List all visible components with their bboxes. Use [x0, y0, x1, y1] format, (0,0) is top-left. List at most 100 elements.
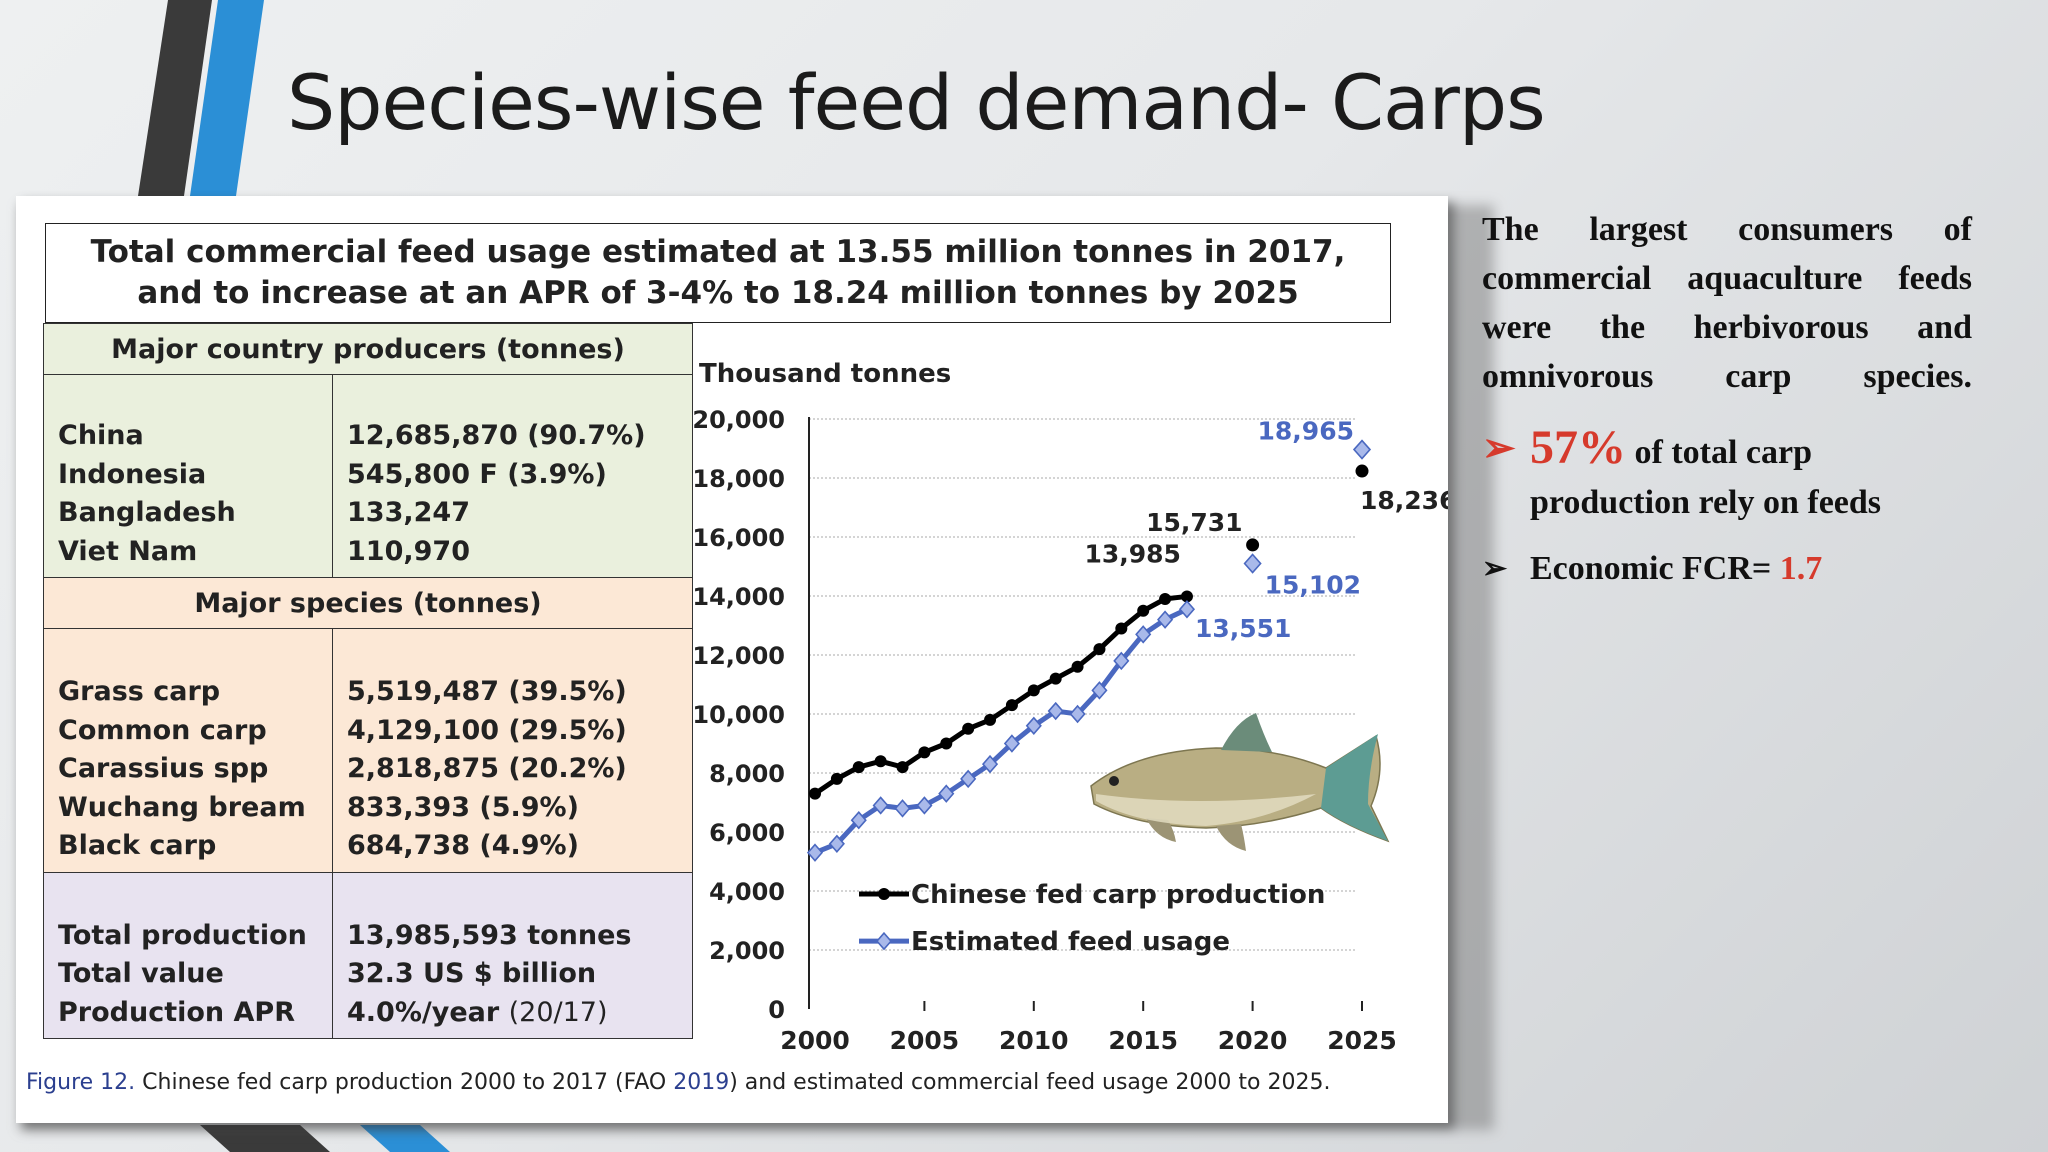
- total-name: Total value: [58, 958, 224, 989]
- y-tick-label: 2,000: [709, 937, 785, 965]
- data-label: 15,102: [1265, 570, 1361, 599]
- production-point: [1027, 684, 1040, 697]
- figure-headline: Total commercial feed usage estimated at…: [45, 223, 1391, 323]
- y-tick-label: 4,000: [709, 878, 785, 906]
- country-value: 545,800 F (3.9%): [347, 458, 607, 490]
- production-table: Major country producers (tonnes) China I…: [43, 323, 693, 1039]
- feed-usage-projection-point: [1243, 553, 1262, 574]
- data-label: 15,731: [1146, 508, 1242, 537]
- species-value: 4,129,100 (29.5%): [347, 714, 627, 746]
- slide-title: Species-wise feed demand- Carps: [287, 58, 1546, 147]
- feed-usage-point: [1091, 681, 1108, 700]
- feed-usage-point: [981, 754, 999, 774]
- species-value: 684,738 (4.9%): [347, 830, 579, 861]
- species-value: 2,818,875 (20.2%): [347, 753, 627, 784]
- production-point: [896, 761, 909, 774]
- country-name: Viet Nam: [58, 535, 198, 567]
- data-label: 13,551: [1195, 614, 1291, 643]
- production-point: [874, 755, 887, 768]
- y-tick-label: 16,000: [692, 524, 785, 552]
- fcr-value: 1.7: [1779, 550, 1823, 587]
- feed-usage-point: [1135, 625, 1152, 644]
- production-point: [1071, 660, 1084, 673]
- x-tick-label: 2025: [1327, 1026, 1397, 1055]
- feed-usage-point: [872, 796, 889, 815]
- figure-panel: Total commercial feed usage estimated at…: [16, 196, 1448, 1123]
- arrow-bullet-icon: ➢: [1482, 552, 1508, 585]
- legend-marker-production: [878, 887, 890, 900]
- species-header: Major species (tonnes): [43, 577, 693, 629]
- production-point: [1159, 592, 1172, 605]
- data-label: 13,985: [1084, 539, 1180, 568]
- y-tick-label: 6,000: [709, 819, 785, 847]
- country-name: Indonesia: [58, 458, 207, 490]
- feed-usage-point: [1157, 610, 1174, 629]
- feed-usage-point: [916, 796, 933, 815]
- caption-ref: 2019: [673, 1070, 730, 1095]
- total-name: Total production: [58, 919, 307, 951]
- figure-caption: Figure 12. Chinese fed carp production 2…: [26, 1070, 1330, 1095]
- total-name: Production APR: [58, 996, 296, 1028]
- y-tick-label: 8,000: [709, 760, 785, 788]
- x-tick-label: 2010: [999, 1026, 1069, 1055]
- feed-usage-point: [1178, 600, 1196, 619]
- bullet-text: of total carp production rely on feeds: [1530, 434, 1882, 521]
- feed-usage-point: [938, 784, 955, 803]
- species-name: Grass carp: [58, 676, 221, 707]
- caption-text-b: ) and estimated commercial feed usage 20…: [729, 1070, 1331, 1095]
- x-tick-label: 2015: [1108, 1026, 1178, 1055]
- total-value-note: (20/17): [508, 996, 608, 1028]
- production-projection-point: [1246, 538, 1260, 552]
- feed-usage-point: [1003, 734, 1020, 753]
- production-point: [918, 746, 931, 759]
- legend-label-feed-usage: Estimated feed usage: [911, 927, 1230, 957]
- production-point: [940, 737, 953, 750]
- production-point: [962, 722, 975, 735]
- species-name: Common carp: [58, 714, 267, 746]
- country-value: 133,247: [347, 497, 470, 528]
- feed-usage-point: [1047, 701, 1064, 721]
- bullet-feeds: ➢ 57% of total carp production rely on f…: [1482, 423, 1972, 528]
- total-value: 13,985,593 tonnes: [347, 919, 632, 951]
- legend-marker-feed-usage: [875, 931, 893, 951]
- x-tick-label: 2005: [890, 1026, 960, 1055]
- feed-usage-point: [806, 843, 824, 862]
- species-name: Black carp: [58, 830, 217, 861]
- production-point: [852, 761, 865, 774]
- production-point: [1093, 643, 1106, 656]
- production-point: [830, 772, 843, 785]
- y-tick-label: 12,000: [692, 642, 785, 670]
- country-name: China: [58, 420, 144, 451]
- species-value: 833,393 (5.9%): [347, 791, 579, 823]
- species-name: Wuchang bream: [58, 791, 306, 823]
- production-point: [984, 713, 997, 726]
- feed-usage-projection-point: [1352, 439, 1372, 460]
- country-value: 110,970: [347, 535, 470, 567]
- y-tick-label: 0: [768, 996, 785, 1024]
- feed-usage-point: [1025, 716, 1042, 736]
- x-tick-label: 2020: [1218, 1026, 1288, 1055]
- bullet-percent: 57%: [1530, 421, 1626, 474]
- production-point: [1005, 699, 1018, 712]
- arrow-bullet-icon: ➢: [1482, 425, 1516, 470]
- production-point: [1049, 672, 1062, 685]
- production-projection-point: [1355, 464, 1369, 478]
- production-point: [1180, 590, 1193, 603]
- y-tick-label: 18,000: [692, 465, 785, 493]
- y-tick-label: 10,000: [692, 701, 785, 729]
- species-value: 5,519,487 (39.5%): [347, 676, 627, 707]
- y-tick-label: 14,000: [692, 583, 785, 611]
- x-tick-label: 2000: [780, 1026, 850, 1055]
- sidebar-text: The largest consumers of commercial aqua…: [1482, 205, 1972, 592]
- species-name: Carassius spp: [58, 753, 269, 784]
- fcr-label: Economic FCR=: [1530, 550, 1772, 587]
- y-axis-label: Thousand tonnes: [699, 359, 951, 389]
- data-label: 18,236: [1360, 486, 1448, 515]
- feed-usage-point: [960, 769, 977, 789]
- feed-usage-point: [894, 799, 911, 818]
- feed-usage-point: [1113, 651, 1130, 671]
- country-value: 12,685,870 (90.7%): [347, 420, 646, 451]
- production-point: [1137, 604, 1150, 617]
- caption-label: Figure 12.: [26, 1070, 136, 1095]
